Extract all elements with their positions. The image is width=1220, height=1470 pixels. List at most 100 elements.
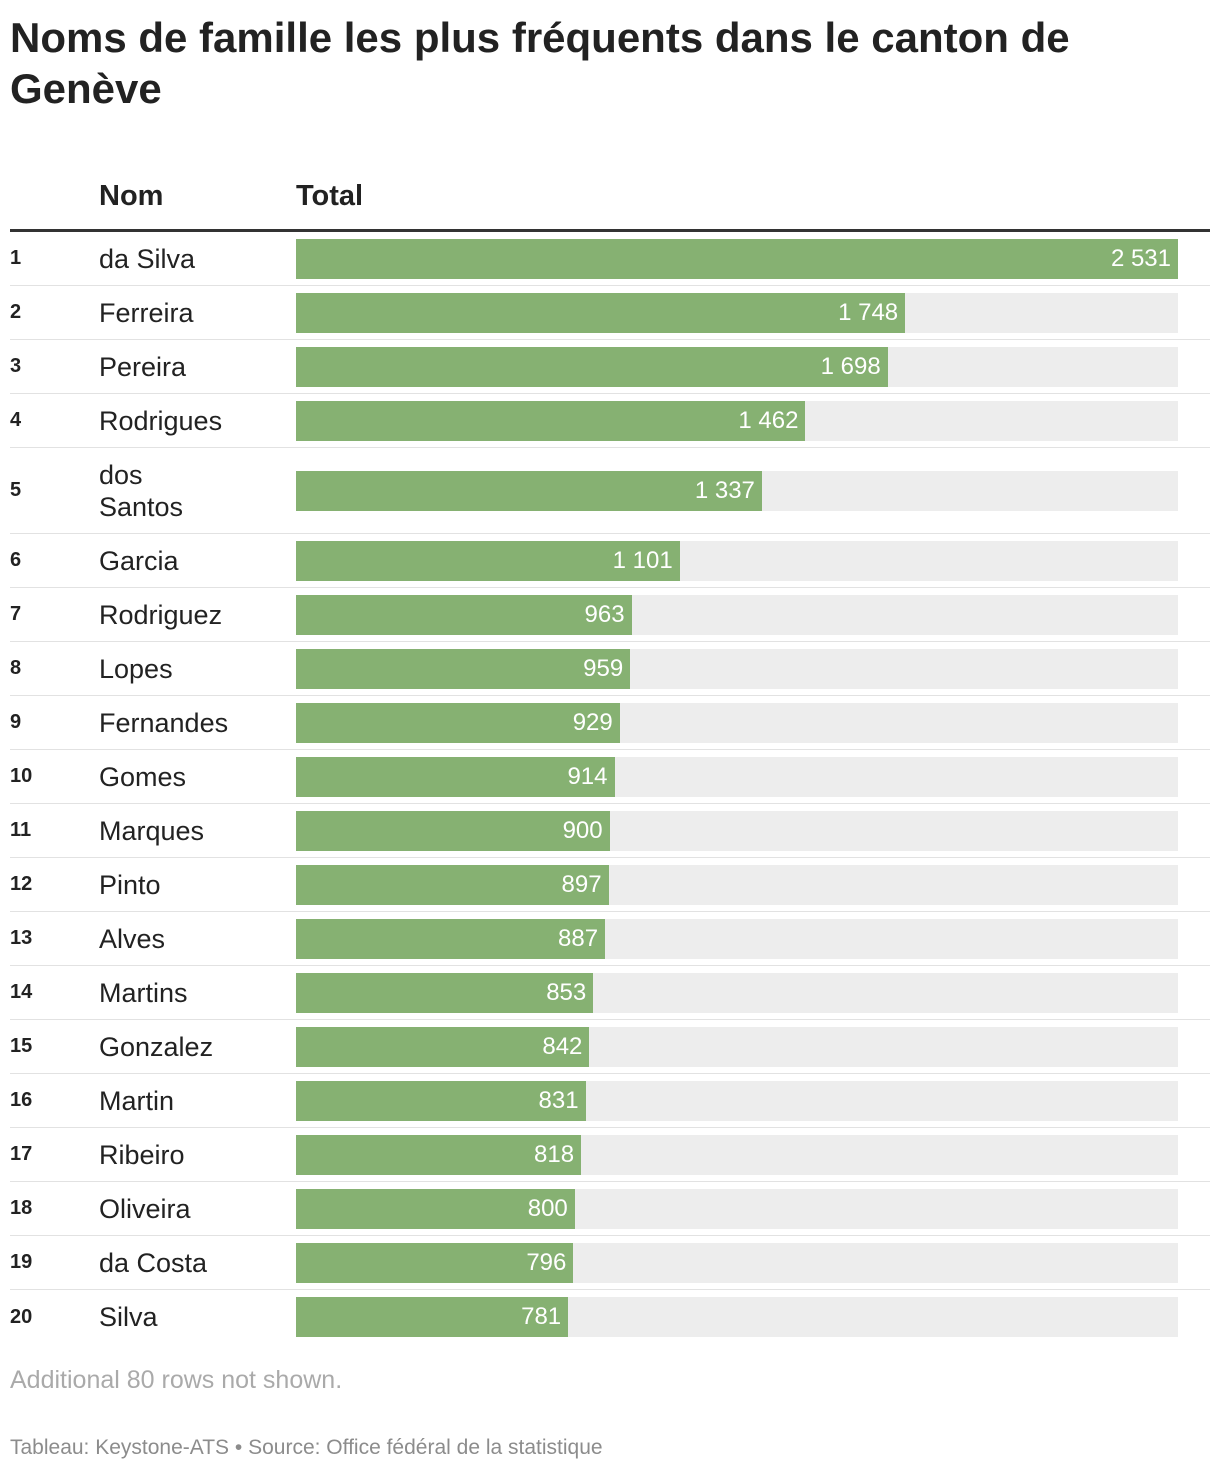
table-row: 10 Gomes 914 (10, 750, 1210, 804)
column-header-name[interactable]: Nom (99, 180, 164, 212)
name-label: Silva (99, 1302, 158, 1332)
name-label: Lopes (99, 653, 173, 684)
bar: 959 (296, 648, 631, 689)
table-row: 19 da Costa 796 (10, 1236, 1210, 1290)
table-row: 16 Martin 831 (10, 1074, 1210, 1128)
bar-value-label: 796 (526, 1248, 567, 1276)
bar-track: 831 (296, 1080, 1178, 1121)
bar-track: 842 (296, 1026, 1178, 1067)
bar-track: 887 (296, 918, 1178, 959)
bar: 800 (296, 1188, 575, 1229)
bar-track: 818 (296, 1134, 1178, 1175)
bar-track: 1 748 (296, 292, 1178, 333)
name-label: Pinto (99, 869, 161, 900)
ranking-table: Nom Total 1 da Silva 2 531 2 Ferreira 1 748 3 P… (10, 170, 1210, 1344)
name-label: Martins (99, 977, 188, 1008)
table-row: 1 da Silva 2 531 (10, 232, 1210, 286)
bar-track: 1 101 (296, 540, 1178, 581)
bar-track: 781 (296, 1297, 1178, 1337)
rank-label: 1 (10, 247, 22, 269)
bar-track: 1 462 (296, 400, 1178, 441)
name-label: Garcia (99, 545, 179, 576)
bar: 1 337 (296, 470, 762, 511)
bar-value-label: 831 (538, 1086, 579, 1114)
bar: 781 (296, 1297, 569, 1337)
bar-track: 959 (296, 648, 1178, 689)
table-row: 15 Gonzalez 842 (10, 1020, 1210, 1074)
bar-value-label: 1 748 (838, 298, 899, 326)
bar-value-label: 897 (561, 870, 602, 898)
bar: 853 (296, 972, 594, 1013)
bar-value-label: 1 462 (738, 406, 799, 434)
bar-value-label: 818 (534, 1140, 575, 1168)
bar: 796 (296, 1242, 574, 1283)
rank-label: 2 (10, 301, 22, 323)
bar: 1 462 (296, 400, 806, 441)
name-label: Fernandes (99, 707, 229, 738)
rank-label: 7 (10, 603, 22, 625)
table-row: 14 Martins 853 (10, 966, 1210, 1020)
bar-value-label: 1 337 (694, 476, 755, 504)
bar: 900 (296, 810, 610, 851)
bar: 831 (296, 1080, 586, 1121)
bar-track: 853 (296, 972, 1178, 1013)
bar-track: 800 (296, 1188, 1178, 1229)
rank-label: 15 (10, 1035, 33, 1057)
name-label: Martin (99, 1085, 175, 1116)
name-label: dos Santos (99, 459, 184, 522)
rank-label: 16 (10, 1089, 33, 1111)
bar-track: 897 (296, 864, 1178, 905)
bar: 914 (296, 756, 615, 797)
bar-value-label: 781 (521, 1303, 562, 1330)
rank-label: 13 (10, 927, 33, 949)
bar: 929 (296, 702, 620, 743)
table-row: 7 Rodriguez 963 (10, 588, 1210, 642)
bar-track: 914 (296, 756, 1178, 797)
table-row: 3 Pereira 1 698 (10, 340, 1210, 394)
name-label: Ribeiro (99, 1139, 185, 1170)
table-row: 2 Ferreira 1 748 (10, 286, 1210, 340)
rank-label: 20 (10, 1305, 33, 1328)
bar-value-label: 800 (527, 1194, 568, 1222)
rank-label: 6 (10, 549, 22, 571)
bar-value-label: 929 (572, 708, 613, 736)
bar-value-label: 853 (546, 978, 587, 1006)
table-row: 8 Lopes 959 (10, 642, 1210, 696)
rank-label: 3 (10, 355, 22, 377)
bar-track: 1 337 (296, 470, 1178, 511)
table-row: 5 dos Santos 1 337 (10, 448, 1210, 534)
table-row: 13 Alves 887 (10, 912, 1210, 966)
bar: 963 (296, 594, 632, 635)
table-row: 20 Silva 781 (10, 1290, 1210, 1344)
bar: 842 (296, 1026, 590, 1067)
chart-title: Noms de famille les plus fréquents dans … (10, 14, 1070, 112)
bar-value-label: 963 (584, 600, 625, 628)
bar: 1 698 (296, 346, 888, 387)
rank-label: 5 (10, 479, 22, 501)
rank-label: 9 (10, 711, 22, 733)
name-label: da Costa (99, 1247, 208, 1278)
name-label: Gomes (99, 761, 187, 792)
name-label: Rodriguez (99, 599, 223, 630)
table-row: 11 Marques 900 (10, 804, 1210, 858)
rank-label: 19 (10, 1251, 33, 1273)
bar-track: 2 531 (296, 238, 1178, 279)
name-label: Ferreira (99, 297, 194, 328)
bar-track: 1 698 (296, 346, 1178, 387)
table-row: 18 Oliveira 800 (10, 1182, 1210, 1236)
table-row: 6 Garcia 1 101 (10, 534, 1210, 588)
name-label: Rodrigues (99, 405, 223, 436)
bar: 897 (296, 864, 609, 905)
bar-track: 796 (296, 1242, 1178, 1283)
bar-value-label: 900 (562, 816, 603, 844)
table-row: 4 Rodrigues 1 462 (10, 394, 1210, 448)
table-header: Nom Total (10, 170, 1210, 232)
bar-value-label: 914 (567, 762, 608, 790)
rank-label: 11 (10, 819, 32, 841)
bar-value-label: 959 (583, 654, 624, 682)
rank-label: 4 (10, 409, 22, 431)
table-row: 9 Fernandes 929 (10, 696, 1210, 750)
column-header-total[interactable]: Total (296, 180, 364, 212)
bar: 2 531 (296, 238, 1178, 279)
bar: 1 101 (296, 540, 680, 581)
